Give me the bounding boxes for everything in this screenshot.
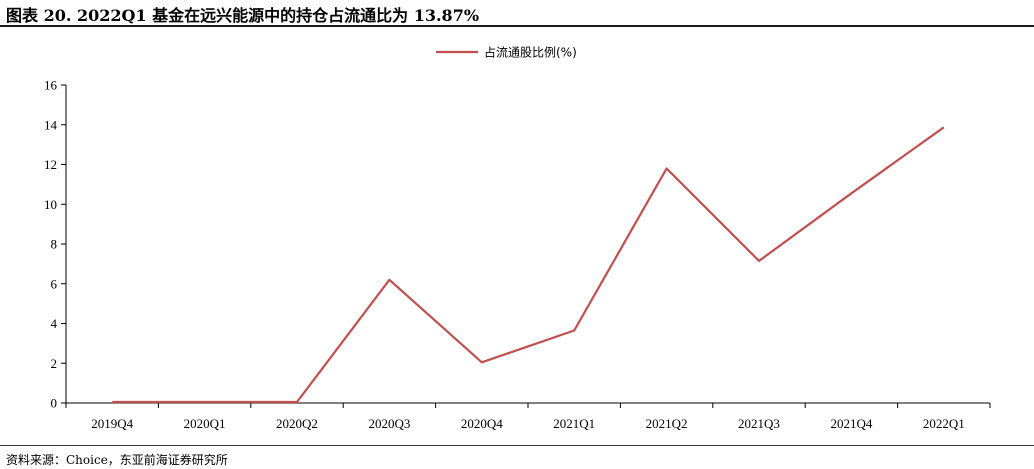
x-tick-label: 2020Q1 <box>184 416 226 431</box>
y-tick-label: 10 <box>44 197 57 212</box>
chart-title: 图表 20. 2022Q1 基金在远兴能源中的持仓占流通比为 13.87% <box>6 6 480 25</box>
x-tick-label: 2021Q2 <box>646 416 688 431</box>
legend-label: 占流通股比例(%) <box>484 45 577 60</box>
y-tick-label: 12 <box>44 157 57 172</box>
title-divider <box>0 25 1034 27</box>
legend: 占流通股比例(%) <box>436 45 577 60</box>
y-tick-label: 2 <box>51 356 58 371</box>
x-tick-label: 2021Q4 <box>830 416 872 431</box>
source-note: 资料来源：Choice，东亚前海证券研究所 <box>6 453 228 467</box>
source-divider <box>0 445 1034 446</box>
x-tick-label: 2020Q4 <box>461 416 503 431</box>
x-tick-label: 2019Q4 <box>91 416 133 431</box>
x-tick-label: 2021Q1 <box>553 416 595 431</box>
y-tick-label: 4 <box>51 316 58 331</box>
chart-axes: 0 2 4 6 8 10 12 14 16 2019Q4 2020Q1 2020Q2 2020Q3 202… <box>44 78 991 431</box>
y-tick-label: 8 <box>51 237 58 252</box>
x-tick-label: 2020Q2 <box>276 416 318 431</box>
series-line-0 <box>112 126 945 404</box>
x-tick-label: 2021Q3 <box>738 416 780 431</box>
y-tick-label: 6 <box>51 276 58 291</box>
y-tick-label: 14 <box>44 117 58 132</box>
y-tick-label: 16 <box>44 78 58 93</box>
y-tick-label: 0 <box>51 396 58 411</box>
x-tick-label: 2022Q1 <box>923 416 965 431</box>
chart-series <box>112 126 945 404</box>
x-tick-label: 2020Q3 <box>368 416 410 431</box>
